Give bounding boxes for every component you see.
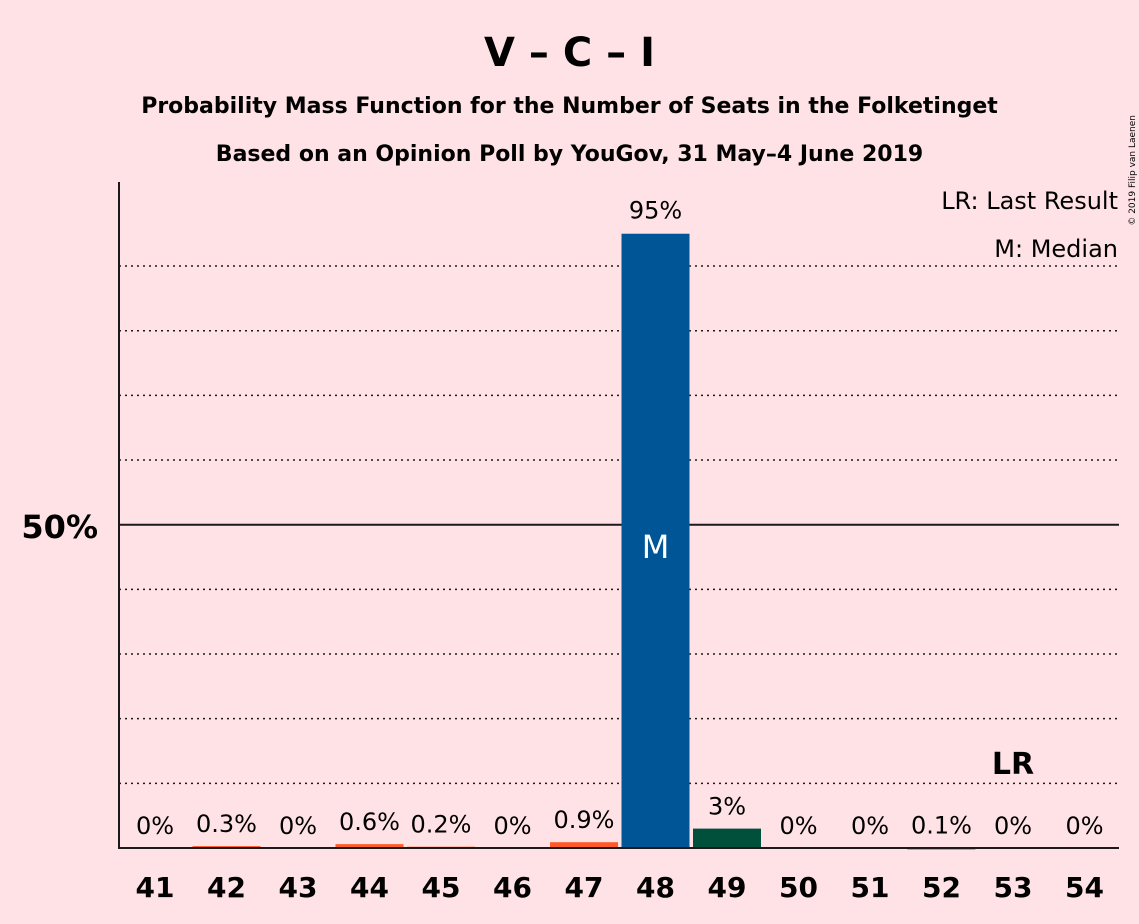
copyright-text: © 2019 Filip van Laenen: [1128, 115, 1138, 226]
value-label-54: 0%: [1065, 812, 1103, 840]
value-label-51: 0%: [851, 812, 889, 840]
chart-subtitle-2: Based on an Opinion Poll by YouGov, 31 M…: [216, 142, 923, 167]
value-label-46: 0%: [493, 812, 531, 840]
value-label-41: 0%: [136, 812, 174, 840]
x-tick-44: 44: [350, 871, 389, 904]
value-label-50: 0%: [779, 812, 817, 840]
x-tick-51: 51: [851, 871, 890, 904]
value-label-47: 0.9%: [554, 806, 615, 834]
x-tick-43: 43: [279, 871, 318, 904]
bars: [192, 233, 976, 850]
chart-title: V – C – I: [484, 30, 655, 76]
median-marker: M: [642, 528, 670, 566]
x-tick-41: 41: [136, 871, 175, 904]
x-tick-52: 52: [922, 871, 961, 904]
value-label-42: 0.3%: [196, 810, 257, 838]
x-tick-50: 50: [779, 871, 818, 904]
x-tick-48: 48: [636, 871, 675, 904]
gridlines: [119, 265, 1119, 785]
x-tick-54: 54: [1065, 871, 1104, 904]
legend-median: M: Median: [994, 235, 1118, 263]
x-tick-45: 45: [422, 871, 461, 904]
bar-44: [335, 844, 404, 848]
x-tick-53: 53: [994, 871, 1033, 904]
y-tick-label: 50%: [21, 508, 98, 546]
chart-subtitle-1: Probability Mass Function for the Number…: [141, 94, 998, 119]
x-tick-47: 47: [565, 871, 604, 904]
value-label-48: 95%: [629, 197, 682, 225]
value-label-45: 0.2%: [411, 811, 472, 839]
value-label-43: 0%: [279, 812, 317, 840]
value-label-49: 3%: [708, 793, 746, 821]
value-label-44: 0.6%: [339, 808, 400, 836]
value-label-53: 0%: [994, 812, 1032, 840]
legend-last-result: LR: Last Result: [941, 187, 1118, 215]
value-label-52: 0.1%: [911, 811, 972, 839]
bar-49: [693, 828, 761, 848]
bar-47: [550, 842, 618, 848]
x-tick-46: 46: [493, 871, 532, 904]
value-labels: 0% 0.3% 0% 0.6% 0.2% 0% 0.9% 95% M 3% 0% 0% 0.1% 0% LR…: [136, 197, 1104, 840]
x-tick-labels: 41 42 43 44 45 46 47 48 49 50 51 52 53 54: [136, 871, 1104, 904]
x-tick-42: 42: [207, 871, 246, 904]
bar-48: [621, 233, 690, 848]
x-tick-49: 49: [708, 871, 747, 904]
last-result-marker: LR: [992, 747, 1034, 782]
